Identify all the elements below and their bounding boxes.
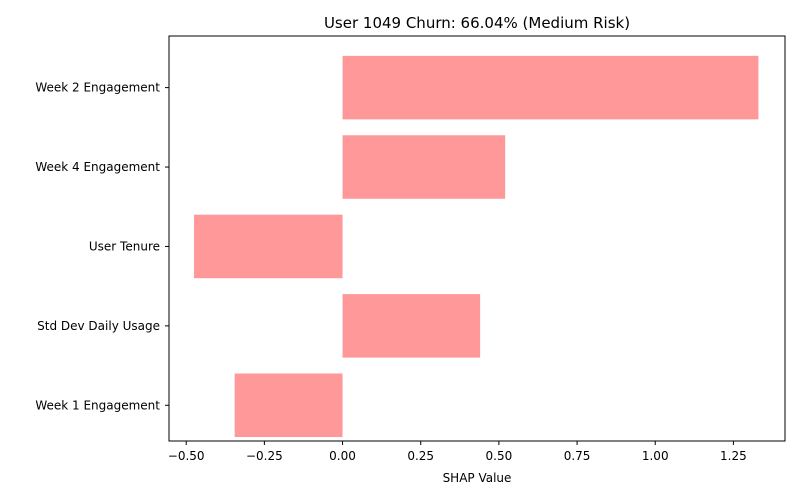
- x-tick-label: 0.25: [407, 449, 434, 463]
- y-tick-label: User Tenure: [89, 239, 160, 253]
- y-tick-label: Week 2 Engagement: [35, 81, 160, 95]
- x-axis-ticks: −0.50 −0.25 0.00 0.25 0.50 0.75 1.00 1.25: [168, 441, 747, 463]
- bar-std-dev-daily-usage: [342, 294, 481, 358]
- y-tick-label: Week 1 Engagement: [35, 398, 160, 412]
- x-axis-label: SHAP Value: [443, 471, 512, 485]
- bar-user-tenure: [194, 214, 343, 279]
- bars-group: [194, 55, 759, 438]
- plot-frame: [168, 35, 786, 442]
- x-tick-label: 1.00: [642, 449, 669, 463]
- x-tick-label: 1.25: [720, 449, 747, 463]
- chart-title: User 1049 Churn: 66.04% (Medium Risk): [324, 14, 630, 32]
- bar-week-2-engagement: [342, 55, 759, 120]
- x-tick-label: 0.00: [329, 449, 356, 463]
- y-tick-label: Std Dev Daily Usage: [37, 319, 160, 333]
- x-tick-label: −0.50: [168, 449, 205, 463]
- x-tick-label: −0.25: [246, 449, 283, 463]
- bar-week-4-engagement: [342, 135, 506, 199]
- x-tick-label: 0.50: [486, 449, 513, 463]
- x-tick-label: 0.75: [564, 449, 591, 463]
- bar-week-1-engagement: [234, 373, 343, 438]
- y-tick-label: Week 4 Engagement: [35, 160, 160, 174]
- y-axis-ticks: Week 2 Engagement Week 4 Engagement User T…: [35, 81, 169, 412]
